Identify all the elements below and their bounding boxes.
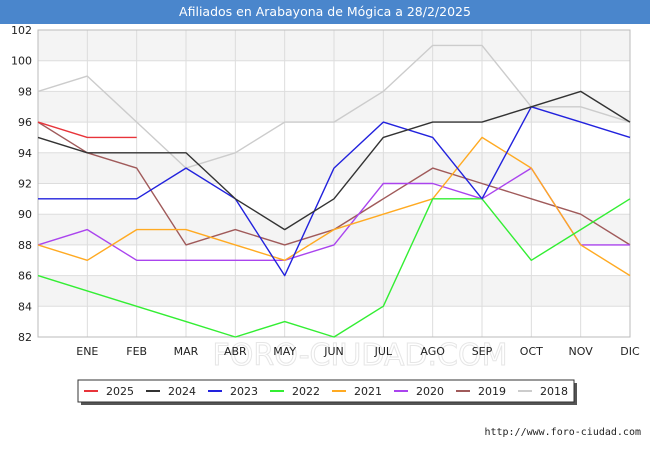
series-line-2021 <box>37 136 631 277</box>
y-tick-label: 100 <box>11 55 32 68</box>
watermark-text: FORO-CIUDAD.COM <box>213 338 508 373</box>
footer-url: http://www.foro-ciudad.com <box>484 427 641 438</box>
y-axis: 82 84 86 88 90 92 94 96 98 100 102 <box>11 24 32 344</box>
y-tick-label: 88 <box>18 239 32 252</box>
x-tick-label: DIC <box>620 345 640 358</box>
series-line-2025 <box>37 121 137 139</box>
series-line-2024 <box>37 90 631 231</box>
x-axis: ENE FEB MAR ABR MAY JUN JUL AGO SEP OCT NOV DIC <box>76 345 640 358</box>
legend-label-2019: 2019 <box>478 385 506 398</box>
x-tick-label: MAR <box>174 345 199 358</box>
chart-title: Afiliados en Arabayona de Mógica a 28/2/… <box>0 0 650 24</box>
legend-label-2022: 2022 <box>292 385 320 398</box>
y-tick-label: 82 <box>18 331 32 344</box>
x-tick-label: ABR <box>224 345 247 358</box>
y-tick-label: 92 <box>18 178 32 191</box>
series-line-2022 <box>37 198 631 338</box>
watermark-layer: FORO-CIUDAD.COM <box>212 338 508 374</box>
y-tick-label: 94 <box>18 147 32 160</box>
legend-label-2020: 2020 <box>416 385 444 398</box>
x-tick-label: NOV <box>569 345 594 358</box>
x-tick-label: SEP <box>472 345 493 358</box>
legend-label-2023: 2023 <box>230 385 258 398</box>
x-tick-label: FEB <box>126 345 147 358</box>
x-tick-label: JUL <box>374 345 393 358</box>
y-tick-label: 96 <box>18 116 32 129</box>
x-tick-label: AGO <box>420 345 445 358</box>
series-lines <box>37 44 631 338</box>
y-tick-label: 84 <box>18 300 32 313</box>
x-tick-label: MAY <box>273 345 296 358</box>
y-tick-label: 86 <box>18 270 32 283</box>
y-tick-label: 90 <box>18 208 32 221</box>
legend: 2025 2024 2023 2022 2021 2020 2019 2018 <box>77 379 577 405</box>
legend-label-2024: 2024 <box>168 385 196 398</box>
legend-label-2018: 2018 <box>540 385 568 398</box>
y-tick-label: 102 <box>11 24 32 37</box>
y-tick-label: 98 <box>18 85 32 98</box>
legend-label-2025: 2025 <box>106 385 134 398</box>
x-tick-label: JUN <box>323 345 344 358</box>
x-tick-label: OCT <box>520 345 543 358</box>
legend-box <box>77 379 575 403</box>
legend-label-2021: 2021 <box>354 385 382 398</box>
x-tick-label: ENE <box>76 345 98 358</box>
